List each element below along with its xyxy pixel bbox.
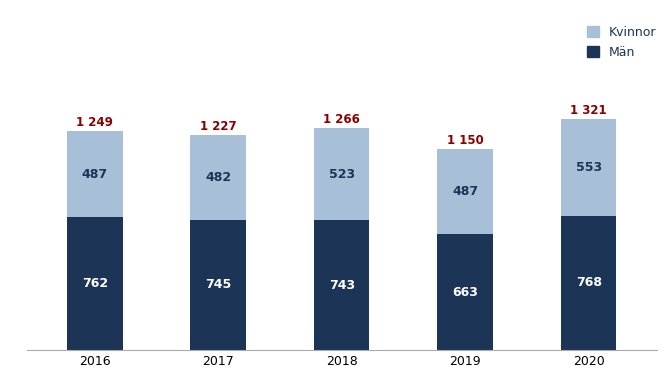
Bar [314, 128, 369, 220]
Text: 487: 487 [82, 168, 108, 180]
Text: 523: 523 [329, 168, 354, 181]
Bar [314, 220, 369, 350]
Bar [561, 216, 616, 350]
Text: 487: 487 [452, 185, 478, 198]
Text: 663: 663 [452, 286, 478, 299]
Text: 743: 743 [329, 279, 354, 292]
Bar [190, 220, 246, 350]
Text: 482: 482 [205, 171, 231, 184]
Bar [438, 149, 493, 234]
Bar [438, 234, 493, 350]
Bar [561, 119, 616, 216]
Text: 1 150: 1 150 [447, 134, 484, 147]
Text: 762: 762 [82, 277, 108, 290]
Text: 745: 745 [205, 279, 231, 291]
Bar [67, 131, 123, 217]
Legend: Kvinnor, Män: Kvinnor, Män [587, 26, 657, 59]
Bar [190, 135, 246, 220]
Text: 768: 768 [576, 276, 602, 289]
Text: 1 321: 1 321 [570, 104, 607, 117]
Text: 553: 553 [576, 161, 602, 174]
Text: 1 249: 1 249 [76, 116, 113, 130]
Text: 1 266: 1 266 [323, 113, 360, 126]
Bar [67, 217, 123, 350]
Text: 1 227: 1 227 [200, 120, 237, 133]
